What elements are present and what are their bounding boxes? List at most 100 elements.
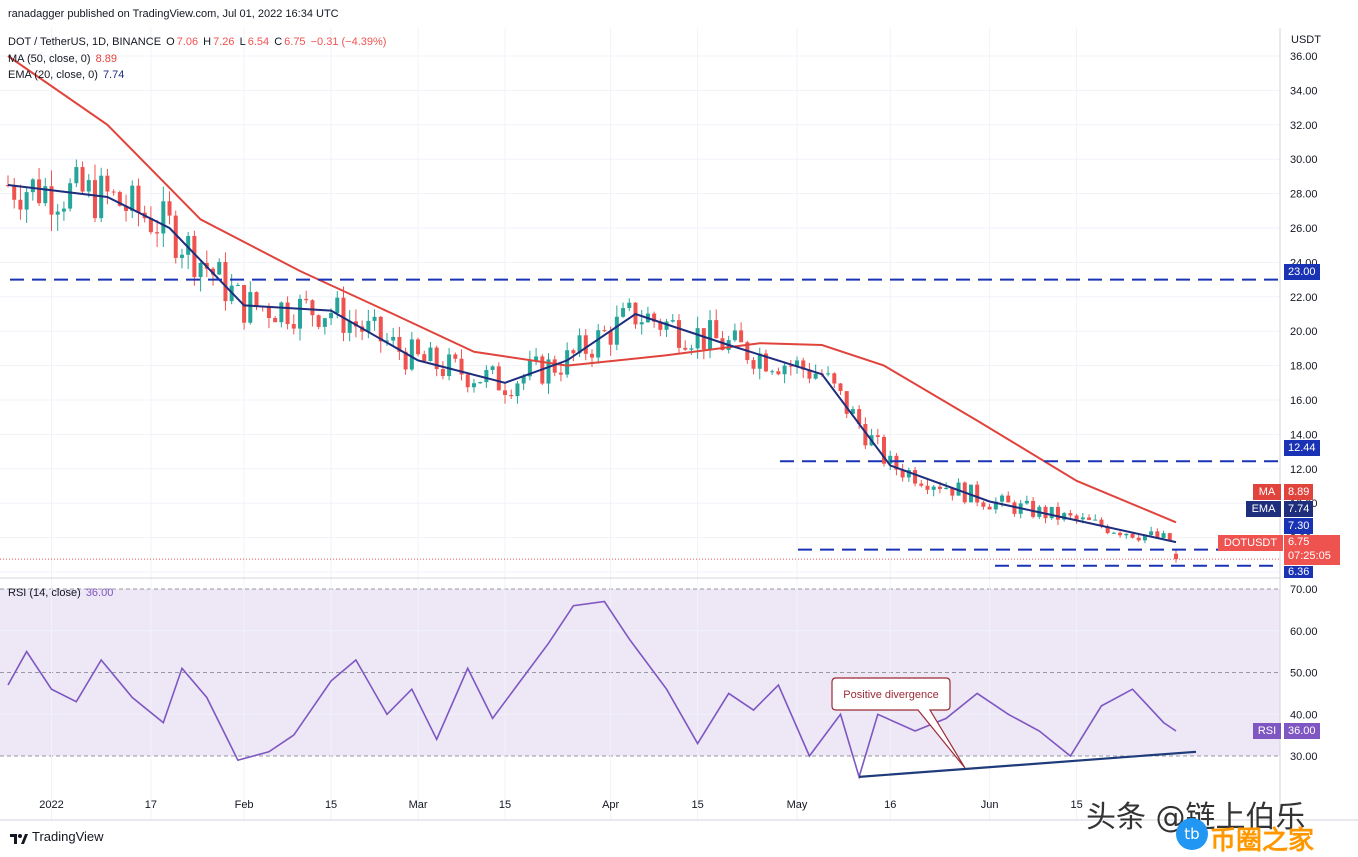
ema-20-line (7, 184, 1177, 544)
candle-body (124, 205, 129, 211)
candle-body (987, 506, 992, 510)
candle-body (838, 383, 843, 392)
candle-body (484, 369, 489, 383)
ema-legend-label: EMA (20, close, 0) (8, 69, 98, 81)
ma-legend-value: 8.89 (95, 53, 118, 65)
candle-body (1142, 535, 1147, 541)
candle-body (1124, 533, 1129, 536)
candle-body (676, 320, 681, 348)
level-1244-tag: 12.44 (1284, 440, 1320, 456)
candle-body (1161, 533, 1166, 538)
ema-legend[interactable]: EMA (20, close, 0) 7.74 (8, 69, 126, 81)
last-price: 6.75 (1288, 536, 1310, 548)
brand-text: TradingView (32, 829, 104, 844)
candle-body (179, 254, 184, 258)
candle-body (590, 353, 594, 358)
candle-body (919, 483, 924, 486)
rsi-legend[interactable]: RSI (14, close) 36.00 (8, 587, 115, 599)
candle-body (925, 485, 930, 490)
candle-body (61, 208, 66, 212)
watermark-badge-icon: tb (1176, 818, 1208, 850)
candle-body (43, 186, 48, 204)
price-tick-label: 32.00 (1290, 120, 1318, 132)
candle-body (490, 366, 495, 370)
candle-body (751, 360, 756, 369)
candle-body (453, 354, 458, 359)
candle-body (1093, 519, 1098, 521)
candle-body (223, 262, 228, 302)
candle-body (409, 339, 414, 370)
candle-body (944, 487, 949, 490)
price-tick-label: 18.00 (1290, 361, 1318, 373)
candle-body (621, 308, 626, 317)
candle-body (130, 185, 135, 211)
candle-body (341, 297, 346, 333)
candle-body (254, 292, 259, 307)
candle-body (608, 330, 613, 345)
rsi-trendline (859, 750, 1197, 778)
ema-legend-value: 7.74 (102, 69, 125, 81)
candle-body (795, 360, 800, 366)
time-tick-label: 15 (499, 799, 511, 811)
price-tick-label: 26.00 (1290, 223, 1318, 235)
price-tick-label: 14.00 (1290, 429, 1318, 441)
candle-body (347, 321, 352, 333)
open-label: O (166, 36, 175, 48)
time-tick-label: Jun (981, 799, 999, 811)
candle-body (832, 373, 837, 384)
symbol-tag: DOTUSDT (1218, 535, 1283, 551)
ma-legend[interactable]: MA (50, close, 0) 8.89 (8, 53, 119, 65)
ma-legend-label: MA (50, close, 0) (8, 53, 91, 65)
candle-body (335, 297, 340, 314)
symbol-legend[interactable]: DOT / TetherUS, 1D, BINANCE O 7.06 H 7.26 … (8, 36, 388, 48)
candle-body (285, 302, 290, 325)
candle-body (658, 321, 663, 330)
low-value: 6.54 (247, 36, 270, 48)
candle-body (136, 185, 141, 213)
candle-body (211, 268, 216, 275)
candle-body (434, 347, 439, 370)
candle-body (763, 353, 768, 372)
candle-body (1043, 506, 1048, 519)
candle-body (148, 218, 153, 233)
candle-body (440, 369, 445, 377)
rsi-line (7, 600, 1177, 780)
candle-body (198, 262, 203, 278)
level-636-tag: 6.36 (1284, 566, 1314, 578)
candle-body (956, 482, 961, 496)
positive-divergence-callout[interactable]: Positive divergence (831, 677, 966, 769)
candle-body (1111, 532, 1116, 534)
candle-body (1118, 532, 1123, 536)
candle-body (813, 373, 818, 379)
rsi-layer (7, 600, 1197, 780)
symbol-title: DOT / TetherUS, 1D, BINANCE (8, 36, 162, 48)
time-tick-label: Mar (409, 799, 428, 811)
candle-body (906, 470, 911, 478)
candle-body (49, 186, 54, 215)
candle-body (248, 292, 253, 323)
annotation-text: Positive divergence (843, 689, 938, 701)
candle-body (24, 192, 29, 210)
candle-body (993, 501, 998, 510)
price-axis-unit: USDT (1291, 34, 1321, 46)
candle-body (422, 354, 427, 362)
rsi-tick-label: 30.00 (1290, 751, 1318, 763)
candle-body (863, 424, 868, 446)
tradingview-brand[interactable]: TradingView (10, 829, 104, 844)
publisher-line: ranadagger published on TradingView.com,… (8, 8, 339, 20)
candle-body (447, 354, 452, 377)
bar-countdown: 07:25:05 (1288, 550, 1331, 562)
candle-body (577, 335, 582, 354)
candle-body (397, 336, 402, 352)
candle-body (602, 330, 607, 332)
candle-body (186, 235, 191, 255)
ema-tag-label: EMA (1246, 501, 1281, 517)
candle-body (403, 351, 408, 370)
candle-body (117, 192, 122, 206)
price-tick-label: 12.00 (1290, 464, 1318, 476)
candle-body (1049, 506, 1054, 519)
rsi-tick-label: 40.00 (1290, 709, 1318, 721)
rsi-tick-label: 50.00 (1290, 668, 1318, 680)
time-tick-label: 15 (325, 799, 337, 811)
